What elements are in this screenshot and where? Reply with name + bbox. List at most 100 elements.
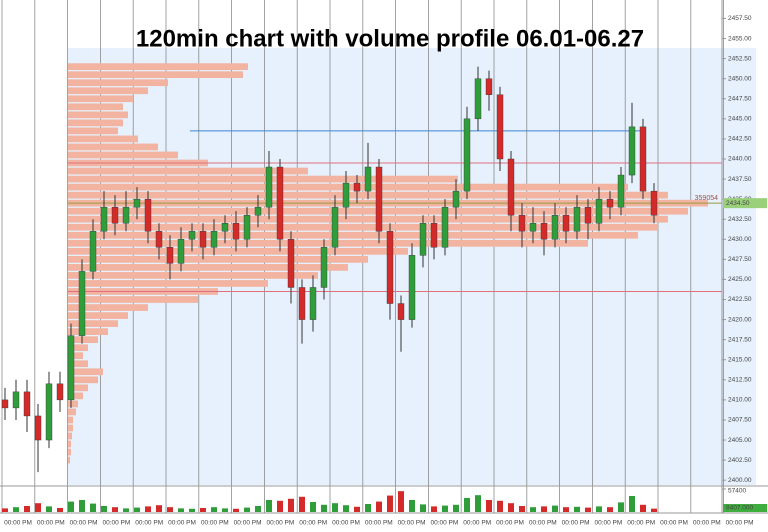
candle-body (210, 231, 218, 248)
profile-bar (68, 127, 118, 135)
y-tick-label: 2412.50 (728, 377, 752, 384)
candle-body (276, 166, 284, 240)
profile-bar (68, 135, 138, 143)
x-tick-label: 00:00 PM (299, 520, 327, 527)
volume-bar (79, 499, 85, 512)
volume-bar (68, 501, 74, 512)
y-tick-label: 2430.00 (728, 236, 752, 243)
profile-bar (68, 320, 118, 327)
volume-bar (541, 506, 547, 512)
profile-bar (68, 175, 458, 183)
profile-bar (68, 264, 348, 271)
volume-bar (530, 507, 536, 512)
profile-bar (68, 103, 123, 111)
candle-body (507, 158, 515, 216)
volume-bar (519, 505, 525, 512)
y-tick-label: 2445.00 (728, 116, 752, 123)
profile-bar (68, 408, 76, 416)
candle-body (34, 415, 42, 441)
candle-body (606, 198, 614, 208)
candle-body (287, 239, 295, 288)
candle-body (320, 247, 328, 288)
profile-bar (68, 280, 268, 287)
profile-bar (68, 312, 128, 319)
candle-body (342, 182, 350, 208)
profile-bar (68, 87, 148, 95)
candle-body (100, 206, 108, 232)
y-tick-label: 2402.50 (728, 457, 752, 464)
x-tick-label: 00:00 PM (70, 520, 98, 527)
profile-bar (68, 143, 158, 151)
candle-body (584, 206, 592, 224)
candle-body (485, 78, 493, 95)
volume-bar (321, 504, 327, 512)
volume-bar (288, 498, 294, 512)
profile-bar (68, 119, 123, 127)
y-tick-label: 2415.00 (728, 356, 752, 363)
x-tick-label: 00:00 PM (463, 520, 491, 527)
candle-body (67, 335, 75, 401)
candle-body (144, 198, 152, 232)
volume-bar (596, 506, 602, 512)
profile-bar (68, 416, 73, 424)
volume-bar (497, 500, 503, 512)
candle-body (397, 303, 405, 320)
candle-body (551, 214, 559, 240)
profile-bar (68, 79, 168, 87)
candle-body (254, 206, 262, 216)
candle-body (232, 223, 240, 240)
x-tick-label: 00:00 PM (430, 520, 458, 527)
candle-body (496, 94, 504, 160)
candle-body (628, 126, 636, 176)
profile-bar (68, 448, 71, 456)
candle-body (540, 223, 548, 240)
volume-bar (299, 496, 305, 512)
candle-body (78, 271, 86, 336)
volume-bar (387, 495, 393, 512)
candle-body (133, 198, 141, 208)
y-tick-label: 2425.00 (728, 276, 752, 283)
volume-bar (332, 503, 338, 512)
candle-body (298, 287, 306, 320)
candle-body (375, 166, 383, 232)
volume-bar (145, 506, 151, 512)
profile-bar (68, 215, 668, 223)
level-lines (68, 130, 722, 292)
volume-bar (112, 507, 118, 512)
candle-body (56, 383, 64, 401)
profile-bar (68, 71, 243, 79)
profile-bar (68, 456, 70, 464)
profile-bar (68, 111, 128, 119)
volume-bar (13, 507, 19, 512)
volume-bar (552, 505, 558, 512)
candle-body (650, 190, 658, 216)
volume-bar (222, 508, 228, 512)
volume-bar (35, 503, 41, 512)
volume-bar (508, 503, 514, 512)
profile-bar (68, 239, 588, 247)
candle-body (166, 247, 174, 264)
x-tick-label: 00:00 PM (266, 520, 294, 527)
candle-body (595, 198, 603, 224)
volume-bar (211, 507, 217, 512)
candle-body (221, 223, 229, 232)
y-tick-label: 2457.50 (728, 15, 752, 22)
y-tick-label: 2427.50 (728, 256, 752, 263)
x-tick-label: 00:00 PM (693, 520, 721, 527)
candle-body (639, 126, 647, 192)
volume-bar (354, 506, 360, 512)
volume-bar (255, 505, 261, 512)
candle-body (353, 182, 361, 192)
candle-body (386, 231, 394, 304)
volume-bar (178, 508, 184, 512)
x-tick-label: 00:00 PM (332, 520, 360, 527)
candle-body (188, 231, 196, 240)
volume-bar (585, 507, 591, 512)
y-tick-label: 2437.50 (728, 176, 752, 183)
candle-body (331, 206, 339, 248)
volume-bar (101, 505, 107, 512)
profile-bar (68, 272, 318, 279)
volume-bar (607, 507, 613, 512)
volume-bar (651, 508, 657, 512)
x-tick-label: 00:00 PM (135, 520, 163, 527)
